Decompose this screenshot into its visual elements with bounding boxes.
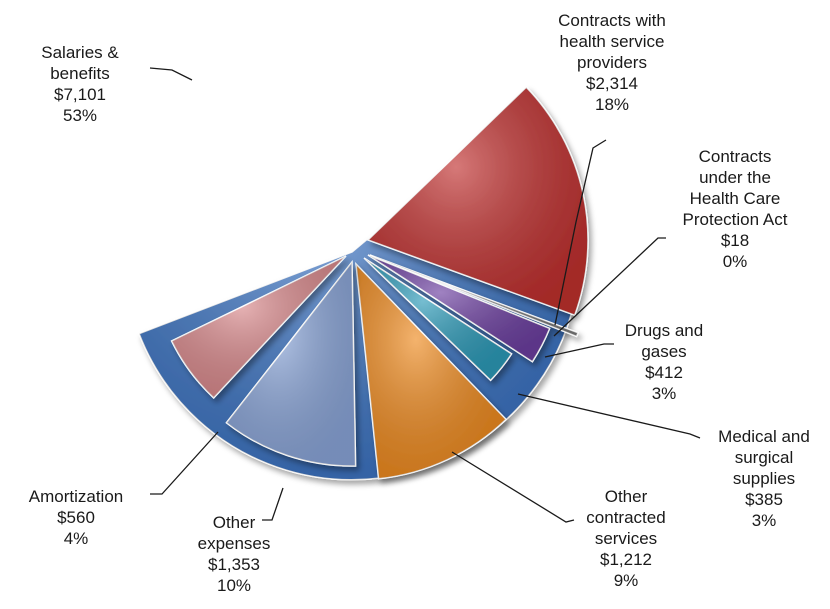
leader-line-8	[150, 431, 219, 495]
slice-label-line: expenses	[197, 534, 271, 553]
leader-line-5	[517, 393, 701, 439]
slice-percent: 9%	[613, 571, 639, 590]
slice-value: $1,353	[208, 555, 260, 574]
slice-value: $2,314	[586, 74, 638, 93]
slice-percent: 3%	[751, 511, 777, 530]
slice-label-line: Health Care	[689, 189, 781, 208]
slice-percent: 0%	[722, 252, 748, 271]
pie-slice-4	[367, 254, 551, 363]
slice-label-1: Salaries & benefits $7,101 53%	[25, 42, 135, 126]
slice-label-line: surgical	[734, 448, 794, 467]
slice-label-7: Other expenses $1,353 10%	[179, 512, 289, 596]
slice-label-line: Drugs and	[624, 321, 704, 340]
leader-line-2	[554, 139, 607, 326]
slice-label-line: contracted	[586, 508, 666, 527]
slice-label-line: providers	[577, 53, 647, 72]
slice-value: $1,212	[600, 550, 652, 569]
pie-slice-6	[355, 261, 508, 480]
slice-label-line: Contracts	[698, 147, 772, 166]
slice-label-3: Contracts under the Health Care Protection …	[665, 146, 805, 272]
slice-label-line: Salaries &	[41, 43, 119, 62]
pie-slice-2	[366, 86, 589, 317]
pie-slice-3	[369, 254, 579, 338]
leader-line-6	[451, 451, 575, 523]
slice-value: $412	[645, 363, 683, 382]
slice-label-line: benefits	[50, 64, 110, 83]
slice-label-line: gases	[641, 342, 687, 361]
slice-percent: 18%	[594, 95, 630, 114]
pie-slice-8	[170, 255, 347, 399]
slice-label-line: Other	[604, 487, 648, 506]
leader-line-7	[262, 487, 284, 521]
slice-label-line: Protection Act	[682, 210, 788, 229]
slice-label-line: under the	[699, 168, 771, 187]
slice-label-line: health service	[559, 32, 665, 51]
pie-slice-5	[363, 257, 513, 382]
slice-percent: 3%	[651, 384, 677, 403]
slice-label-5: Medical and surgical supplies $385 3%	[699, 426, 829, 531]
slice-percent: 53%	[62, 106, 98, 125]
slice-percent: 4%	[63, 529, 89, 548]
slice-label-line: Medical and	[718, 427, 810, 446]
leader-line-4	[544, 343, 614, 358]
slice-label-2: Contracts with health service providers $2,…	[542, 10, 682, 115]
leader-line-1	[149, 67, 193, 81]
slice-value: $18	[720, 231, 750, 250]
slice-label-4: Drugs and gases $412 3%	[609, 320, 719, 404]
slice-label-line: Amortization	[28, 487, 124, 506]
pie-slice-7	[225, 259, 357, 467]
slice-value: $560	[57, 508, 95, 527]
slice-label-line: Other	[212, 513, 256, 532]
slice-label-6: Other contracted services $1,212 9%	[566, 486, 686, 591]
slice-label-line: supplies	[732, 469, 796, 488]
slice-label-8: Amortization $560 4%	[16, 486, 136, 549]
slice-value: $385	[745, 490, 783, 509]
slice-value: $7,101	[54, 85, 106, 104]
slice-label-line: services	[594, 529, 658, 548]
slice-percent: 10%	[216, 576, 252, 595]
leader-line-3	[553, 237, 666, 337]
slice-label-line: Contracts with	[558, 11, 666, 30]
